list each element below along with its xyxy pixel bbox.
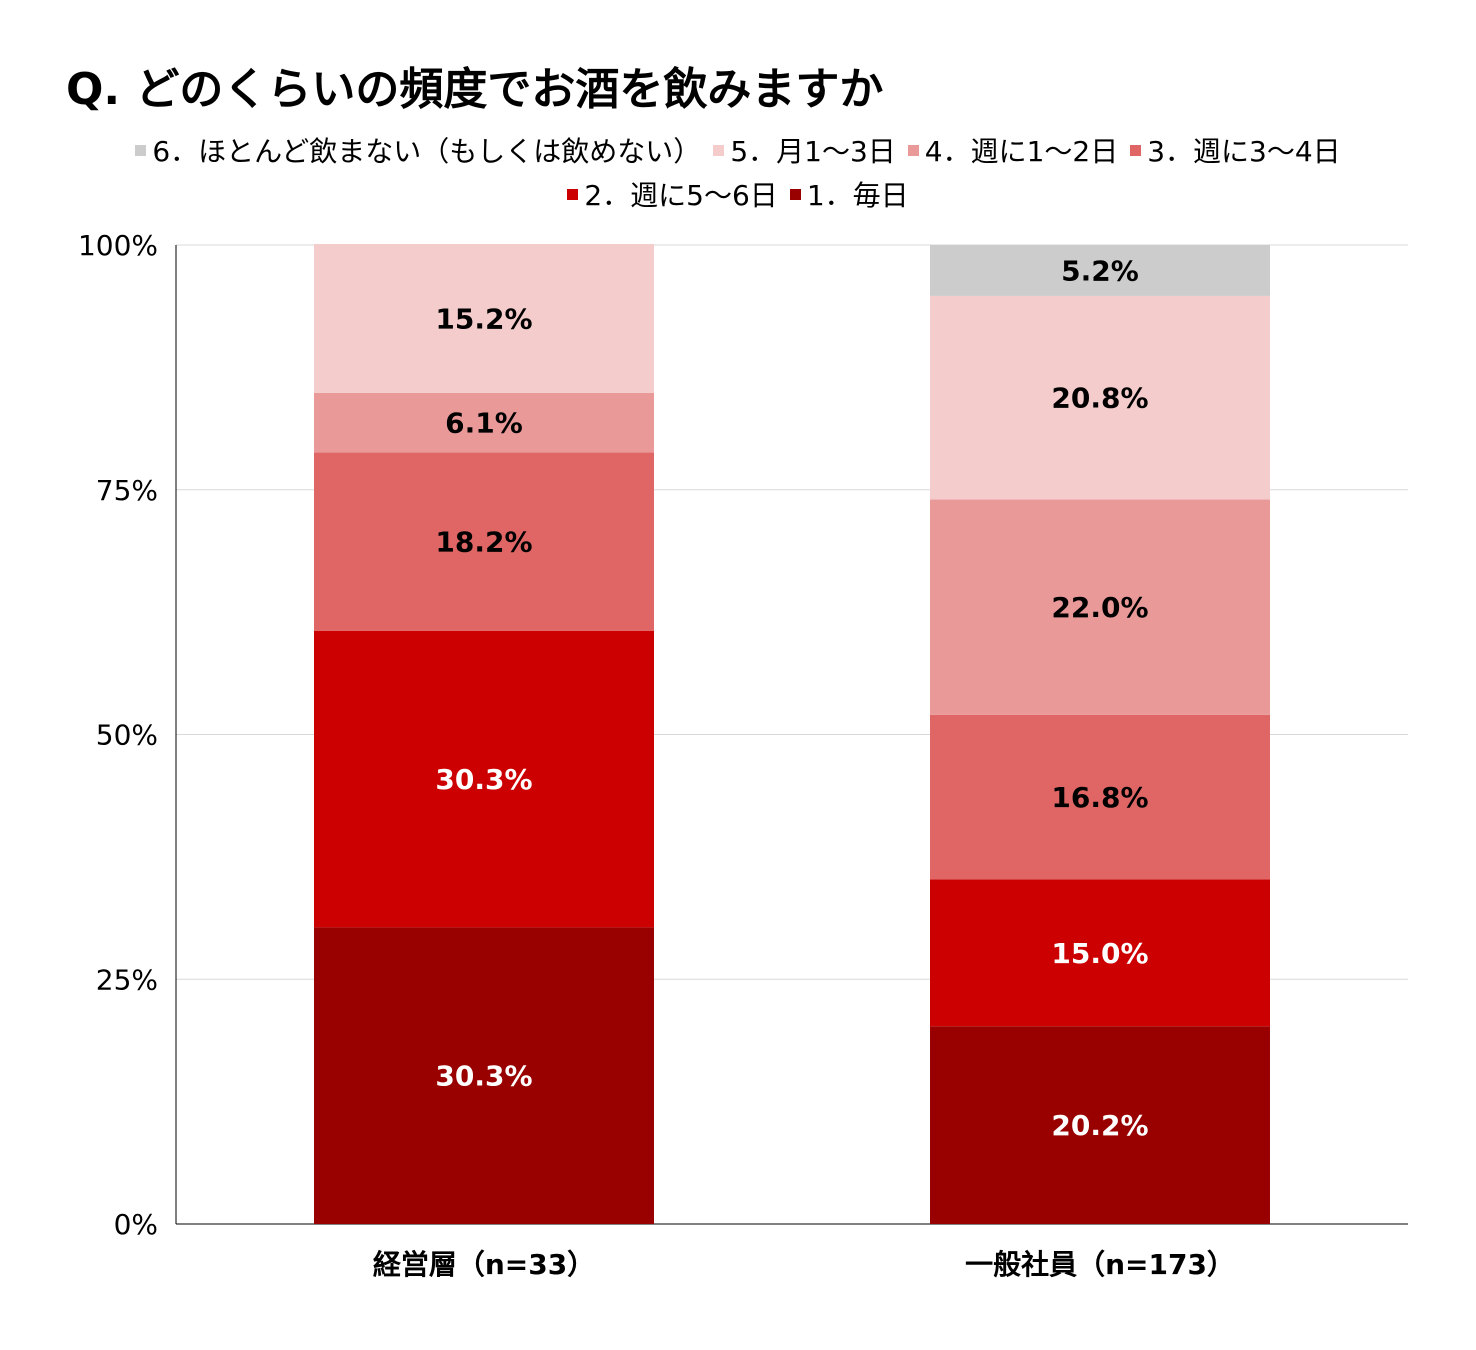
legend-item: 6．ほとんど飲まない（もしくは飲めない） — [135, 130, 701, 174]
bar-segment — [930, 879, 1270, 1027]
bar-segment — [314, 927, 654, 1224]
legend-item: 1．毎日 — [789, 174, 909, 218]
legend-swatch — [907, 144, 919, 156]
data-label: 20.8% — [1051, 382, 1148, 415]
legend-item: 2．週に5～6日 — [567, 174, 778, 218]
data-label: 18.2% — [435, 526, 532, 559]
data-label: 30.3% — [435, 763, 532, 796]
legend-swatch — [1130, 144, 1142, 156]
x-category-label: 経営層（n=33） — [373, 1248, 595, 1281]
bar-segment — [930, 1026, 1270, 1224]
bar-segment — [930, 714, 1270, 880]
y-tick-label: 100% — [78, 229, 158, 262]
data-label: 20.2% — [1051, 1109, 1148, 1142]
legend-label: 3．週に3～4日 — [1147, 135, 1341, 168]
bar-segment — [314, 244, 654, 393]
legend-item: 5．月1～3日 — [713, 130, 896, 174]
x-category-label: 一般社員（n=173） — [965, 1248, 1235, 1281]
legend-swatch — [567, 188, 579, 200]
legend-label: 5．月1～3日 — [730, 135, 896, 168]
legend-label: 4．週に1～2日 — [924, 135, 1119, 168]
bar-segment — [314, 630, 654, 928]
data-label: 15.2% — [435, 302, 532, 335]
bar-segment — [930, 499, 1270, 715]
y-tick-label: 75% — [96, 474, 158, 507]
data-label: 30.3% — [435, 1060, 532, 1093]
legend-label: 2．週に5～6日 — [584, 179, 778, 212]
legend-item: 4．週に1～2日 — [907, 130, 1119, 174]
legend-swatch — [789, 188, 801, 200]
data-label: 5.2% — [1061, 254, 1139, 287]
bar-segment — [930, 295, 1270, 500]
data-label: 15.0% — [1051, 937, 1148, 970]
bar-segment — [930, 245, 1270, 296]
legend-label: 1．毎日 — [806, 179, 909, 212]
data-label: 16.8% — [1051, 781, 1148, 814]
bar-segment — [314, 392, 654, 453]
chart-title: Q. どのくらいの頻度でお酒を飲みますか — [66, 64, 884, 115]
legend: 6．ほとんど飲まない（もしくは飲めない） 5．月1～3日 4．週に1～2日 3．週に3… — [0, 130, 1476, 218]
legend-label: 6．ほとんど飲まない（もしくは飲めない） — [152, 135, 702, 168]
data-label: 22.0% — [1051, 591, 1148, 624]
y-tick-label: 25% — [96, 963, 158, 996]
legend-item: 3．週に3～4日 — [1130, 130, 1341, 174]
legend-swatch — [713, 144, 725, 156]
y-tick-label: 0% — [114, 1208, 158, 1241]
y-tick-label: 50% — [96, 719, 158, 752]
data-label: 6.1% — [445, 407, 523, 440]
legend-swatch — [135, 144, 147, 156]
bar-segment — [314, 452, 654, 631]
